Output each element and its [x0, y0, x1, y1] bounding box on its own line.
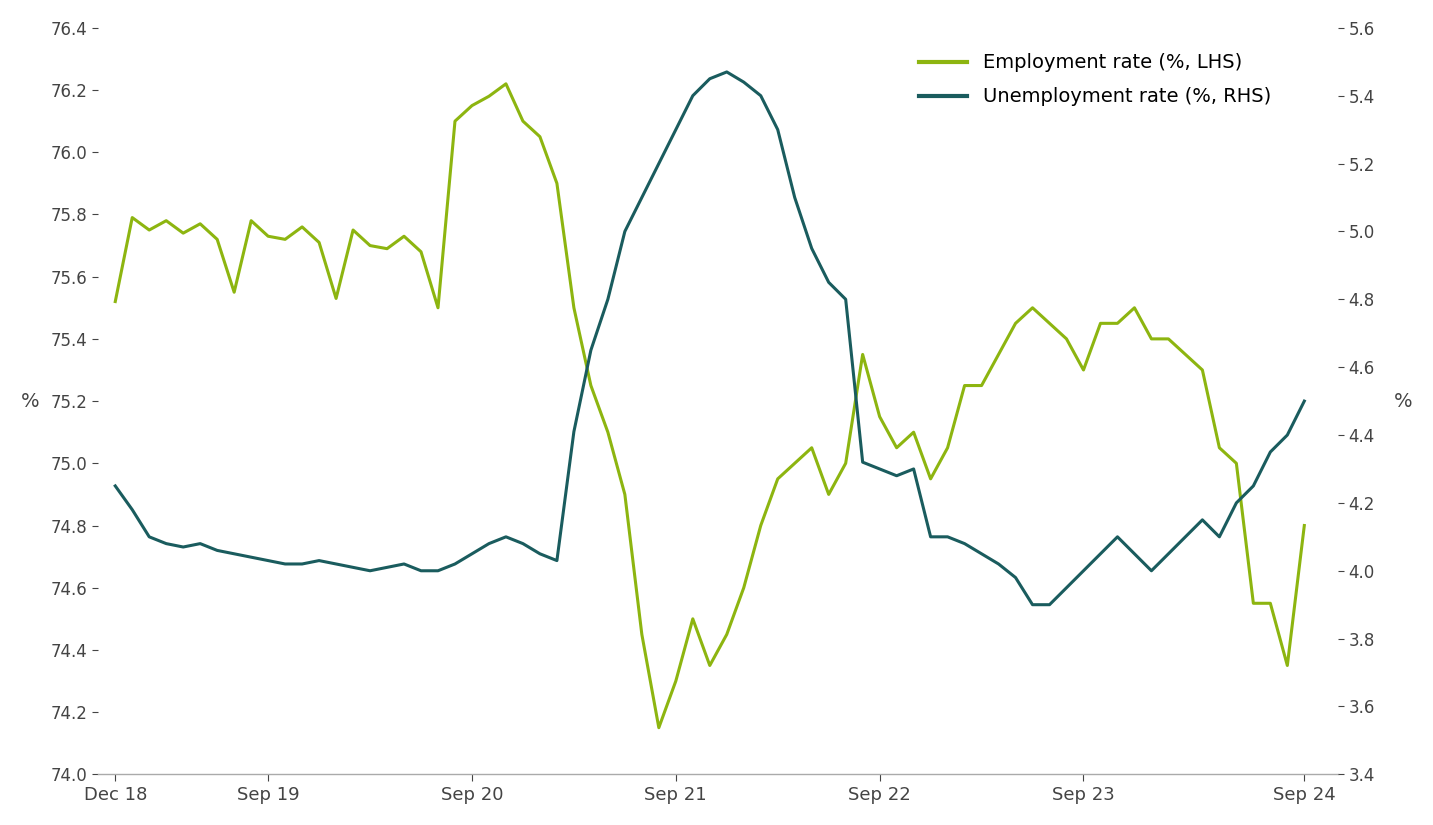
Employment rate (%, LHS): [497, 79, 514, 89]
Line: Unemployment rate (%, RHS): Unemployment rate (%, RHS): [115, 72, 1304, 605]
Unemployment rate (%, RHS): [1211, 532, 1228, 542]
Employment rate (%, LHS): [1295, 521, 1313, 530]
Unemployment rate (%, RHS): [718, 67, 735, 77]
Unemployment rate (%, RHS): [1295, 396, 1313, 406]
Unemployment rate (%, RHS): [140, 532, 158, 542]
Employment rate (%, LHS): [277, 234, 294, 244]
Employment rate (%, LHS): [1211, 443, 1228, 453]
Employment rate (%, LHS): [854, 350, 871, 360]
Employment rate (%, LHS): [140, 225, 158, 235]
Unemployment rate (%, RHS): [1261, 447, 1278, 457]
Unemployment rate (%, RHS): [684, 91, 701, 101]
Y-axis label: %: %: [21, 392, 40, 411]
Employment rate (%, LHS): [718, 629, 735, 639]
Legend: Employment rate (%, LHS), Unemployment rate (%, RHS): Employment rate (%, LHS), Unemployment r…: [911, 45, 1280, 114]
Line: Employment rate (%, LHS): Employment rate (%, LHS): [115, 84, 1304, 728]
Unemployment rate (%, RHS): [837, 295, 854, 304]
Employment rate (%, LHS): [651, 723, 668, 733]
Unemployment rate (%, RHS): [1025, 600, 1042, 610]
Employment rate (%, LHS): [106, 297, 123, 307]
Y-axis label: %: %: [1393, 392, 1412, 411]
Unemployment rate (%, RHS): [106, 481, 123, 491]
Employment rate (%, LHS): [1261, 598, 1278, 608]
Unemployment rate (%, RHS): [277, 559, 294, 569]
